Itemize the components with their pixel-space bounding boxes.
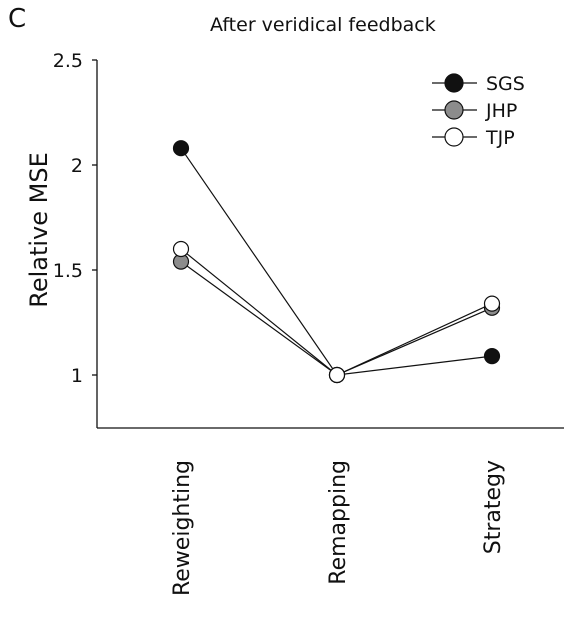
legend-label: TJP — [485, 127, 515, 149]
y-tick-label: 1.5 — [53, 260, 83, 282]
legend-marker — [444, 127, 464, 147]
series-line-jhp — [180, 261, 493, 376]
legend-label: JHP — [485, 100, 517, 122]
y-tick-label: 1 — [71, 365, 83, 387]
data-point-tjp — [483, 295, 501, 312]
chart-title: After veridical feedback — [210, 14, 436, 36]
axes: 1 1.5 2 2.5 Relative MSE Reweighting Remapping… — [25, 50, 564, 596]
panel-label: C — [8, 4, 27, 34]
x-tick-label: Remapping — [326, 460, 351, 585]
series-points — [172, 140, 501, 384]
series-line-tjp — [180, 248, 493, 376]
data-point-sgs — [172, 140, 190, 157]
y-tick-label: 2 — [71, 155, 83, 177]
x-tick-label: Strategy — [481, 460, 506, 554]
series-lines — [180, 147, 493, 376]
data-point-sgs — [483, 348, 501, 365]
y-tick-label: 2.5 — [53, 50, 83, 72]
legend: SGS JHP TJP — [432, 73, 525, 149]
legend-marker — [444, 100, 464, 120]
legend-marker — [444, 73, 464, 93]
data-point-tjp — [172, 240, 190, 258]
x-tick-label: Reweighting — [170, 460, 195, 596]
data-point-tjp — [328, 366, 346, 384]
series-line-sgs — [180, 147, 493, 376]
y-axis-title: Relative MSE — [25, 152, 53, 308]
legend-label: SGS — [486, 73, 525, 95]
